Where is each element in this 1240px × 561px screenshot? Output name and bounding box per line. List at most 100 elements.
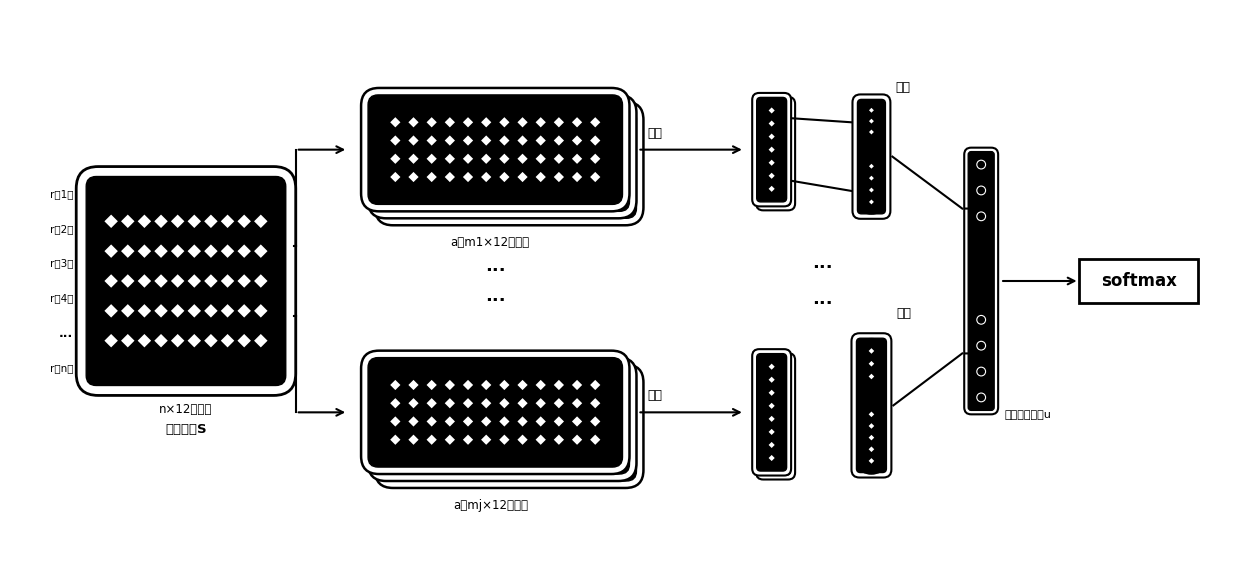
Circle shape — [460, 205, 467, 213]
Polygon shape — [568, 168, 578, 178]
Circle shape — [610, 100, 618, 108]
Polygon shape — [187, 214, 201, 228]
Circle shape — [515, 377, 522, 384]
Ellipse shape — [859, 351, 884, 364]
Circle shape — [616, 461, 624, 468]
Polygon shape — [463, 154, 474, 164]
Polygon shape — [773, 394, 779, 400]
Polygon shape — [138, 245, 151, 258]
Polygon shape — [513, 186, 523, 196]
Circle shape — [428, 100, 435, 108]
Circle shape — [464, 100, 471, 108]
Polygon shape — [415, 160, 425, 171]
Circle shape — [471, 107, 479, 115]
Polygon shape — [434, 124, 444, 134]
Polygon shape — [536, 172, 546, 182]
Polygon shape — [513, 394, 523, 404]
Polygon shape — [477, 394, 487, 404]
Circle shape — [381, 388, 388, 396]
Polygon shape — [205, 245, 218, 258]
Polygon shape — [463, 435, 474, 445]
Circle shape — [373, 454, 381, 462]
Circle shape — [610, 436, 618, 444]
Circle shape — [398, 370, 407, 378]
Circle shape — [544, 199, 552, 206]
Polygon shape — [495, 149, 505, 159]
Polygon shape — [205, 334, 218, 347]
Circle shape — [533, 377, 541, 384]
Circle shape — [409, 191, 418, 199]
Polygon shape — [221, 245, 234, 258]
Circle shape — [768, 357, 775, 364]
Polygon shape — [598, 405, 608, 415]
Circle shape — [479, 377, 486, 384]
Polygon shape — [869, 164, 874, 169]
Ellipse shape — [859, 165, 883, 179]
Circle shape — [616, 126, 624, 133]
Polygon shape — [517, 135, 528, 146]
Circle shape — [373, 363, 381, 370]
Circle shape — [544, 461, 552, 468]
Circle shape — [768, 370, 775, 377]
FancyBboxPatch shape — [760, 357, 791, 475]
Circle shape — [580, 199, 588, 206]
Polygon shape — [525, 124, 534, 134]
Polygon shape — [205, 214, 218, 228]
Circle shape — [591, 363, 599, 370]
Polygon shape — [391, 154, 401, 164]
Circle shape — [255, 366, 265, 375]
Polygon shape — [495, 186, 505, 196]
Polygon shape — [408, 117, 419, 127]
Ellipse shape — [859, 401, 884, 417]
Polygon shape — [579, 387, 589, 397]
Polygon shape — [773, 407, 779, 413]
Circle shape — [273, 306, 283, 316]
Polygon shape — [604, 131, 614, 141]
Polygon shape — [254, 214, 268, 228]
Circle shape — [381, 180, 388, 188]
Polygon shape — [554, 117, 564, 127]
Circle shape — [381, 107, 388, 115]
Circle shape — [373, 173, 381, 181]
FancyBboxPatch shape — [361, 351, 630, 474]
FancyBboxPatch shape — [858, 99, 885, 214]
Circle shape — [373, 418, 381, 425]
Circle shape — [768, 179, 775, 186]
Polygon shape — [481, 380, 491, 390]
Circle shape — [624, 114, 631, 122]
Polygon shape — [525, 142, 534, 153]
Polygon shape — [572, 398, 582, 408]
Polygon shape — [587, 131, 596, 141]
Polygon shape — [489, 424, 498, 434]
Circle shape — [453, 199, 460, 206]
Polygon shape — [536, 135, 546, 146]
Circle shape — [446, 191, 454, 199]
Polygon shape — [495, 168, 505, 178]
Circle shape — [518, 454, 526, 462]
FancyBboxPatch shape — [87, 177, 285, 385]
Circle shape — [610, 399, 618, 407]
Circle shape — [551, 205, 558, 213]
Circle shape — [107, 366, 117, 375]
Polygon shape — [408, 135, 419, 146]
Circle shape — [387, 205, 394, 213]
Circle shape — [222, 366, 233, 375]
Polygon shape — [579, 142, 589, 153]
Circle shape — [573, 454, 580, 462]
Polygon shape — [397, 387, 408, 397]
Circle shape — [239, 366, 249, 375]
Polygon shape — [869, 348, 874, 354]
FancyBboxPatch shape — [382, 371, 636, 481]
Polygon shape — [254, 334, 268, 347]
Polygon shape — [463, 416, 474, 426]
Polygon shape — [769, 121, 775, 127]
Text: r（4）: r（4） — [50, 293, 73, 304]
Polygon shape — [568, 394, 578, 404]
Circle shape — [562, 461, 569, 468]
Polygon shape — [104, 274, 118, 288]
Polygon shape — [549, 186, 559, 196]
Circle shape — [616, 388, 624, 396]
Circle shape — [172, 366, 182, 375]
FancyBboxPatch shape — [756, 353, 795, 480]
Circle shape — [424, 377, 432, 384]
